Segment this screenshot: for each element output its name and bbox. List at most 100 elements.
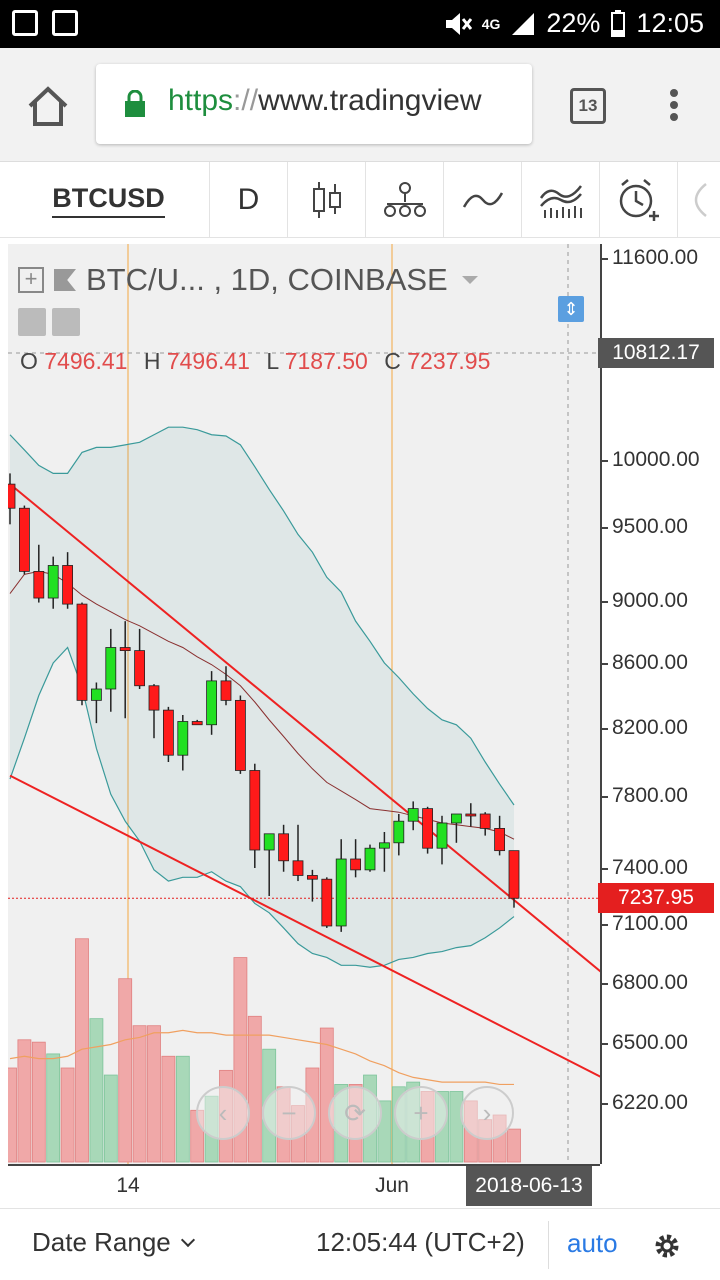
candle-body <box>18 507 30 572</box>
address-bar[interactable]: https://www.tradingview <box>96 64 532 144</box>
compare-icon[interactable] <box>522 162 600 238</box>
trendline-0 <box>9 483 600 973</box>
candle-body <box>177 721 189 756</box>
flag-icon[interactable] <box>54 269 76 291</box>
time-tick-label: 14 <box>116 1174 140 1197</box>
chart-toolbar: BTCUSD D <box>0 162 720 238</box>
volume-bar <box>103 1074 118 1163</box>
candle-body <box>436 822 448 849</box>
candle-body <box>162 709 174 756</box>
gmail-icon <box>12 10 38 36</box>
eye-icon[interactable] <box>18 308 46 336</box>
high-value: 7496.41 <box>166 348 250 374</box>
candle-body <box>234 699 246 771</box>
candle-body <box>450 813 462 824</box>
volume-bar <box>132 1025 147 1163</box>
settings-icon[interactable] <box>52 308 80 336</box>
volume-bar <box>8 1067 17 1163</box>
alert-icon[interactable] <box>600 162 678 238</box>
scroll-right-button[interactable]: › <box>460 1086 514 1140</box>
price-tick-label: 9000.00 <box>602 589 688 612</box>
chart-clock: 12:05:44 (UTC+2) <box>316 1227 525 1257</box>
tab-switcher-button[interactable]: 13 <box>570 88 606 124</box>
volume-bar <box>60 1067 75 1163</box>
volume-bar <box>89 1018 104 1163</box>
clock: 12:05 <box>636 8 704 38</box>
crosshair-price-tag: 10812.17 <box>598 338 714 368</box>
candle-body <box>321 878 333 927</box>
volume-bar <box>161 1055 176 1163</box>
gear-icon[interactable] <box>652 1231 682 1261</box>
zoom-out-button[interactable]: − <box>262 1086 316 1140</box>
price-tick-label: 6500.00 <box>602 1031 688 1054</box>
candle-body <box>422 808 434 849</box>
network-type: 4G <box>481 15 501 32</box>
battery-percent: 22% <box>546 8 601 38</box>
candle-body <box>494 828 506 852</box>
price-tick-label: 7400.00 <box>602 856 688 879</box>
signal-icon <box>512 12 535 35</box>
url-separator: :// <box>233 84 259 117</box>
status-bar: 4G 22% 12:05 <box>0 0 720 48</box>
volume-bar <box>75 938 89 1163</box>
date-range-button[interactable]: Date Range <box>32 1227 195 1258</box>
legend-actions <box>18 308 80 336</box>
low-value: 7187.50 <box>284 348 368 374</box>
chart-pane[interactable]: + BTC/U... , 1D, COINBASE O 7496.41 H 74… <box>8 244 600 1164</box>
candle-body <box>105 647 117 690</box>
volume-bar <box>31 1041 46 1163</box>
scale-toggle-icon[interactable]: ⇕ <box>558 296 584 322</box>
volume-bar <box>247 1015 262 1163</box>
candle-body <box>378 842 390 849</box>
price-tick-label: 11600.00 <box>601 246 699 269</box>
candle-body <box>393 820 405 844</box>
reset-button[interactable]: ⟳ <box>328 1086 382 1140</box>
open-value: 7496.41 <box>44 348 128 374</box>
candle-body <box>220 680 232 701</box>
candle-body <box>278 833 290 862</box>
candle-body <box>465 813 477 817</box>
scroll-left-button[interactable]: ‹ <box>196 1086 250 1140</box>
zoom-in-button[interactable]: + <box>394 1086 448 1140</box>
indicators-icon[interactable] <box>366 162 444 238</box>
low-label: L <box>266 348 279 374</box>
bollinger-upper-line <box>9 426 515 806</box>
volume-bar <box>46 1053 61 1163</box>
candle-body <box>364 847 376 871</box>
last-price-tag: 7237.95 <box>598 883 714 914</box>
candle-body <box>249 770 261 851</box>
home-icon[interactable] <box>26 84 70 128</box>
candles-icon[interactable] <box>288 162 366 238</box>
price-chart[interactable] <box>8 244 600 1164</box>
price-tick-label: 9500.00 <box>602 515 688 538</box>
time-axis[interactable]: 2018-06-13 14 Jun <box>8 1164 600 1206</box>
candle-body <box>33 570 45 599</box>
price-tick-label: 8200.00 <box>602 716 688 739</box>
menu-icon[interactable] <box>664 86 684 126</box>
price-axis[interactable]: 10812.17 7237.95 11600.00 10000.00 9500.00… <box>598 244 714 1164</box>
time-tick-label: Jun <box>375 1174 409 1197</box>
candle-body <box>76 603 88 701</box>
symbol-button[interactable]: BTCUSD <box>8 162 210 238</box>
url-scheme: https <box>168 84 234 117</box>
interval-button[interactable]: D <box>210 162 288 238</box>
candle-body <box>479 813 491 829</box>
volume-bar <box>147 1025 161 1163</box>
candle-body <box>148 685 160 711</box>
expand-icon[interactable]: + <box>18 267 44 293</box>
more-tools-icon[interactable] <box>678 162 720 238</box>
price-tick-label: 7800.00 <box>602 784 688 807</box>
candle-body <box>191 721 203 726</box>
close-value: 7237.95 <box>407 348 491 374</box>
price-tick-label: 7100.00 <box>602 912 688 935</box>
line-tool-icon[interactable] <box>444 162 522 238</box>
auto-scale-button[interactable]: auto <box>548 1221 618 1269</box>
caret-down-icon[interactable] <box>461 276 478 284</box>
series-title[interactable]: BTC/U... , 1D, COINBASE <box>86 262 448 297</box>
candle-body <box>350 858 362 871</box>
candle-body <box>8 483 16 509</box>
crosshair-time-tag: 2018-06-13 <box>466 1166 592 1206</box>
price-tick-label: 6220.00 <box>602 1091 688 1114</box>
candle-body <box>91 688 102 701</box>
candle-body <box>292 860 304 876</box>
